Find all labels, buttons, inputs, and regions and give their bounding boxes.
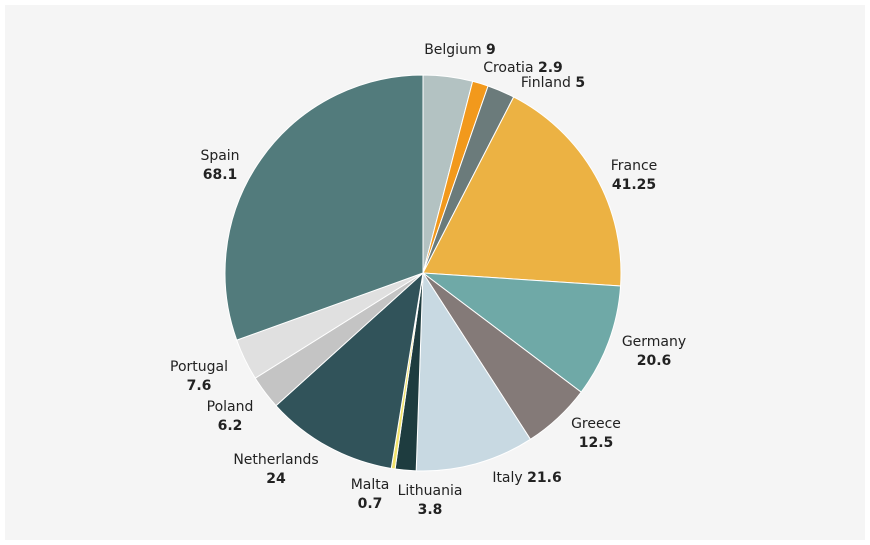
slice-label-value: 20.6 xyxy=(637,353,672,369)
slice-label-name: Spain xyxy=(200,148,239,164)
slice-label-value: 5 xyxy=(575,75,585,91)
slice-label-value: 7.6 xyxy=(187,378,212,394)
slice-label: Croatia 2.9 xyxy=(483,60,563,76)
slice-label: Finland 5 xyxy=(521,75,585,91)
slice-label-name: Netherlands xyxy=(233,452,318,468)
slice-label: Poland 6.2 xyxy=(207,399,254,434)
slice-label: Spain 68.1 xyxy=(200,148,239,183)
slice-label-value: 24 xyxy=(266,471,286,487)
slice-label-name: Italy xyxy=(492,470,522,486)
slice-label-name: Poland xyxy=(207,399,254,415)
slice-label-value: 21.6 xyxy=(527,470,562,486)
slice-label-value: 68.1 xyxy=(203,167,238,183)
slice-label: France 41.25 xyxy=(611,158,658,193)
slice-label-name: Finland xyxy=(521,75,571,91)
slice-label-value: 2.9 xyxy=(538,60,563,76)
slice-label-name: Malta xyxy=(351,477,390,493)
slice-label: Italy 21.6 xyxy=(492,470,561,486)
slice-label-value: 6.2 xyxy=(218,418,243,434)
slice-label: Lithuania 3.8 xyxy=(398,483,463,518)
pie-slice xyxy=(421,272,622,393)
slice-label-name: Germany xyxy=(622,334,686,350)
slice-label: Greece 12.5 xyxy=(571,416,621,451)
slice-label-value: 12.5 xyxy=(579,435,614,451)
slice-label-name: Croatia xyxy=(483,60,533,76)
pie-slice xyxy=(275,271,424,470)
slice-label-name: Greece xyxy=(571,416,621,432)
slice-label-name: Portugal xyxy=(170,359,228,375)
slice-label-name: Lithuania xyxy=(398,483,463,499)
pie-slice xyxy=(422,96,622,287)
slice-label-name: Belgium xyxy=(424,42,481,58)
slice-label-value: 3.8 xyxy=(418,502,443,518)
slice-label-value: 9 xyxy=(486,42,496,58)
pie-slice xyxy=(415,271,532,472)
slice-label-value: 41.25 xyxy=(612,177,656,193)
slice-label: Netherlands 24 xyxy=(233,452,318,487)
slice-label: Belgium 9 xyxy=(424,42,496,58)
slice-label: Malta 0.7 xyxy=(351,477,390,512)
slice-label: Germany 20.6 xyxy=(622,334,686,369)
slice-label: Portugal 7.6 xyxy=(170,359,228,394)
slice-label-name: France xyxy=(611,158,658,174)
pie-slice xyxy=(224,74,424,341)
slice-label-value: 0.7 xyxy=(358,496,383,512)
